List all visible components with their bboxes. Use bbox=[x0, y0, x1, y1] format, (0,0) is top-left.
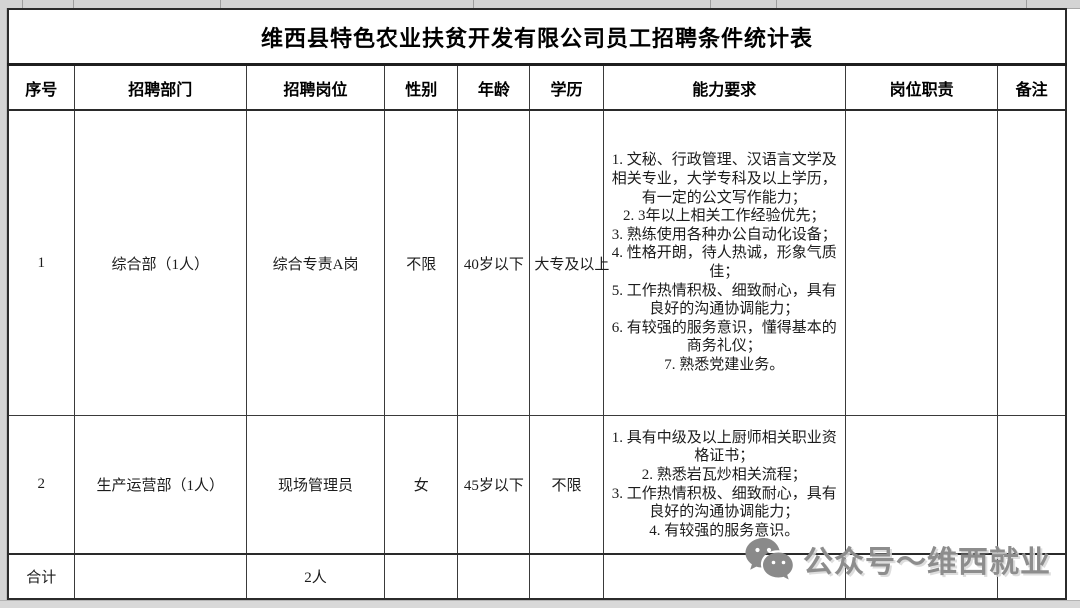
cell-gender: 女 bbox=[384, 415, 459, 555]
page-title: 维西县特色农业扶贫开发有限公司员工招聘条件统计表 bbox=[7, 8, 1067, 66]
header-remarks: 备注 bbox=[997, 64, 1067, 111]
summary-duties bbox=[844, 553, 999, 600]
table-header-row: 序号 招聘部门 招聘岗位 性别 年龄 学历 能力要求 岗位职责 备注 bbox=[7, 64, 1067, 111]
summary-department bbox=[73, 553, 247, 600]
header-age: 年龄 bbox=[457, 64, 531, 111]
cell-department: 综合部（1人） bbox=[73, 109, 247, 416]
grid-tick bbox=[776, 0, 777, 8]
left-gridline-strip bbox=[0, 8, 7, 600]
cell-age: 45岁以下 bbox=[457, 415, 531, 555]
summary-remarks bbox=[997, 553, 1067, 600]
recruitment-table: 维西县特色农业扶贫开发有限公司员工招聘条件统计表 序号 招聘部门 招聘岗位 性别… bbox=[7, 8, 1067, 600]
cell-position: 现场管理员 bbox=[245, 415, 386, 555]
summary-age bbox=[457, 553, 531, 600]
title-row: 维西县特色农业扶贫开发有限公司员工招聘条件统计表 bbox=[7, 8, 1067, 66]
summary-education bbox=[529, 553, 604, 600]
bottom-gridline-strip bbox=[0, 600, 1080, 608]
header-serial: 序号 bbox=[7, 64, 75, 111]
cell-education: 大专及以上 bbox=[529, 109, 609, 416]
grid-tick bbox=[73, 0, 74, 8]
grid-tick bbox=[710, 0, 711, 8]
grid-tick bbox=[473, 0, 474, 8]
cell-requirements: 1. 具有中级及以上厨师相关职业资格证书； 2. 熟悉岩瓦炒相关流程； 3. 工… bbox=[602, 415, 846, 555]
cell-serial: 2 bbox=[7, 415, 75, 555]
cell-age: 40岁以下 bbox=[457, 109, 531, 416]
header-position: 招聘岗位 bbox=[245, 64, 386, 111]
summary-gender bbox=[384, 553, 459, 600]
summary-row: 合计 2人 bbox=[7, 553, 1067, 600]
cell-remarks bbox=[997, 109, 1067, 416]
summary-requirements bbox=[602, 553, 846, 600]
summary-label: 合计 bbox=[7, 553, 75, 600]
summary-total: 2人 bbox=[245, 553, 386, 600]
header-department: 招聘部门 bbox=[73, 64, 247, 111]
cell-position: 综合专责A岗 bbox=[245, 109, 386, 416]
cell-serial: 1 bbox=[7, 109, 75, 416]
header-duties: 岗位职责 bbox=[844, 64, 999, 111]
header-education: 学历 bbox=[529, 64, 604, 111]
table-row-1: 1 综合部（1人） 综合专责A岗 不限 40岁以下 大专及以上 1. 文秘、行政… bbox=[7, 109, 1067, 416]
cell-duties bbox=[844, 109, 999, 416]
table-row-2: 2 生产运营部（1人） 现场管理员 女 45岁以下 不限 1. 具有中级及以上厨… bbox=[7, 415, 1067, 555]
cell-department: 生产运营部（1人） bbox=[73, 415, 247, 555]
header-gender: 性别 bbox=[384, 64, 459, 111]
header-requirements: 能力要求 bbox=[602, 64, 846, 111]
cell-duties bbox=[844, 415, 999, 555]
grid-tick bbox=[220, 0, 221, 8]
cell-remarks bbox=[997, 415, 1067, 555]
grid-tick bbox=[22, 0, 23, 8]
grid-tick bbox=[1026, 0, 1027, 8]
cell-gender: 不限 bbox=[384, 109, 459, 416]
cell-education: 不限 bbox=[529, 415, 604, 555]
cell-requirements: 1. 文秘、行政管理、汉语言文学及相关专业，大学专科及以上学历，有一定的公文写作… bbox=[602, 109, 846, 416]
